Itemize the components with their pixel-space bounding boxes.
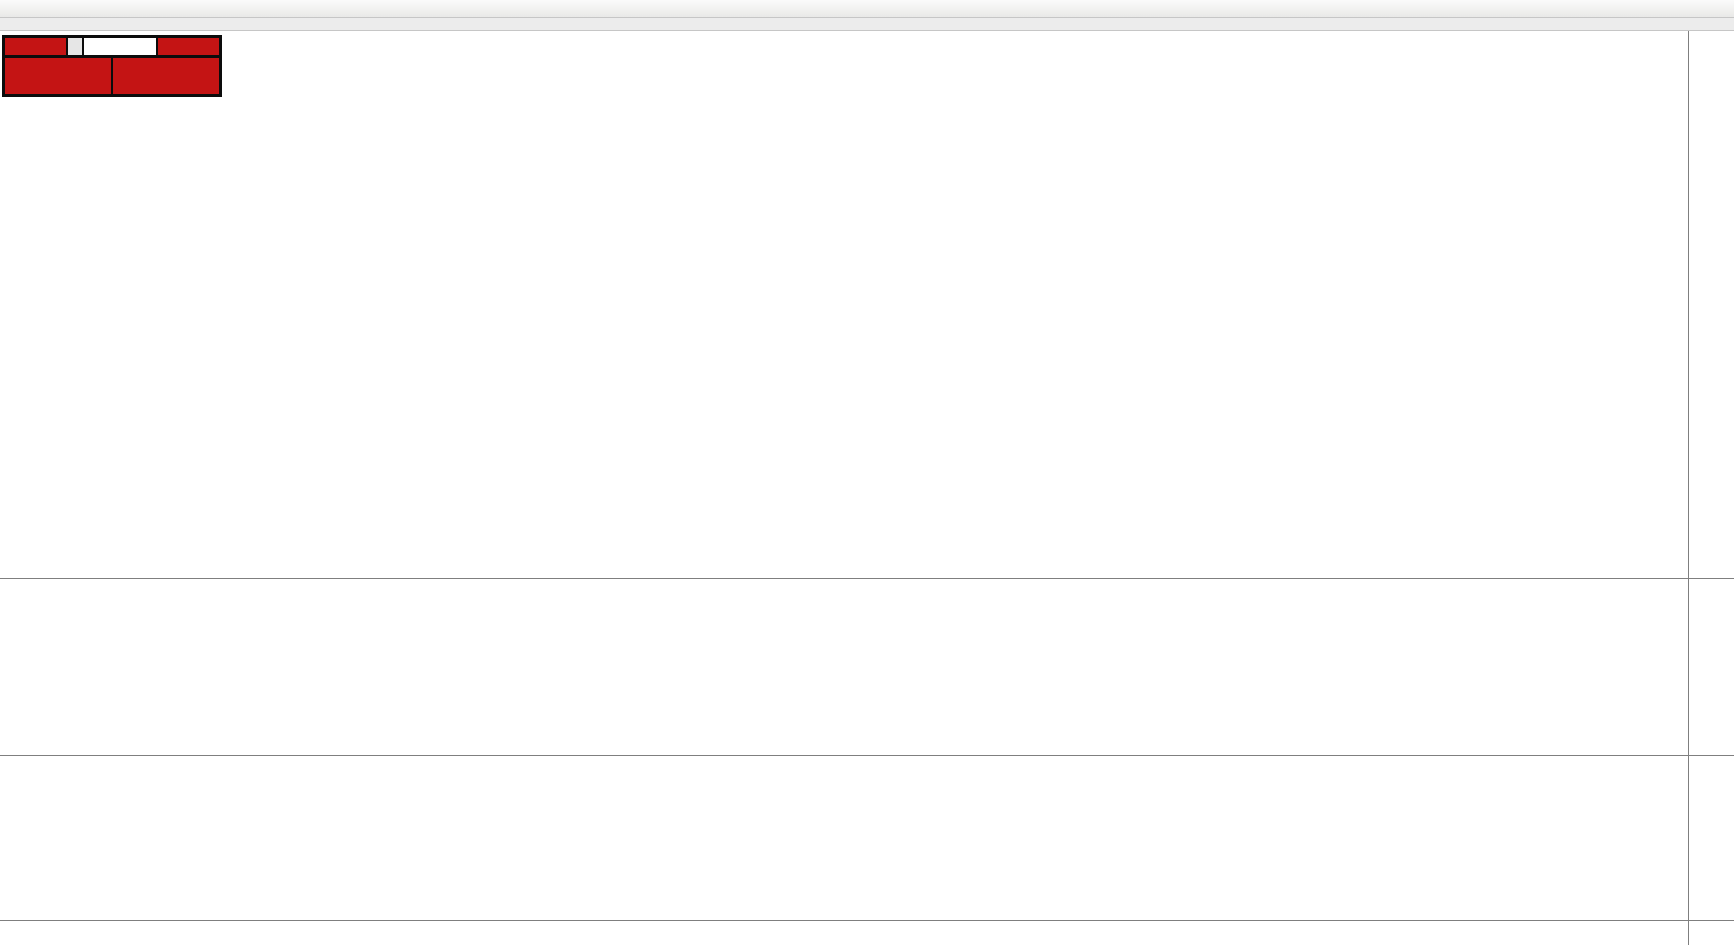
price-axis[interactable] (1688, 31, 1734, 578)
one-click-trading-panel (2, 35, 222, 97)
buy-button[interactable] (158, 38, 219, 55)
time-axis-row (0, 920, 1734, 945)
time-axis[interactable] (0, 921, 1688, 945)
rsi-indicator-panel[interactable] (0, 756, 1688, 920)
main-price-chart[interactable] (0, 31, 1688, 578)
price-panel-row (0, 31, 1734, 578)
volume-input[interactable] (84, 40, 140, 53)
sell-price-panel[interactable] (5, 58, 111, 94)
macd-indicator-panel[interactable] (0, 579, 1688, 755)
chart-area (0, 31, 1734, 945)
rsi-panel-row (0, 755, 1734, 920)
volume-field (84, 38, 156, 55)
rsi-axis (1688, 756, 1734, 920)
sell-button[interactable] (5, 38, 66, 55)
buy-price-panel[interactable] (113, 58, 219, 94)
axis-corner (1688, 921, 1734, 945)
chart-titlebar (0, 18, 1734, 31)
main-toolbar (0, 0, 1734, 18)
macd-panel-row (0, 578, 1734, 755)
macd-axis (1688, 579, 1734, 755)
order-dropdown[interactable] (68, 38, 82, 55)
